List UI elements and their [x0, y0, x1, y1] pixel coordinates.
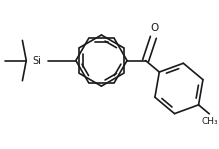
Text: O: O [150, 23, 158, 33]
Text: CH₃: CH₃ [202, 117, 218, 126]
Text: Si: Si [33, 56, 42, 66]
